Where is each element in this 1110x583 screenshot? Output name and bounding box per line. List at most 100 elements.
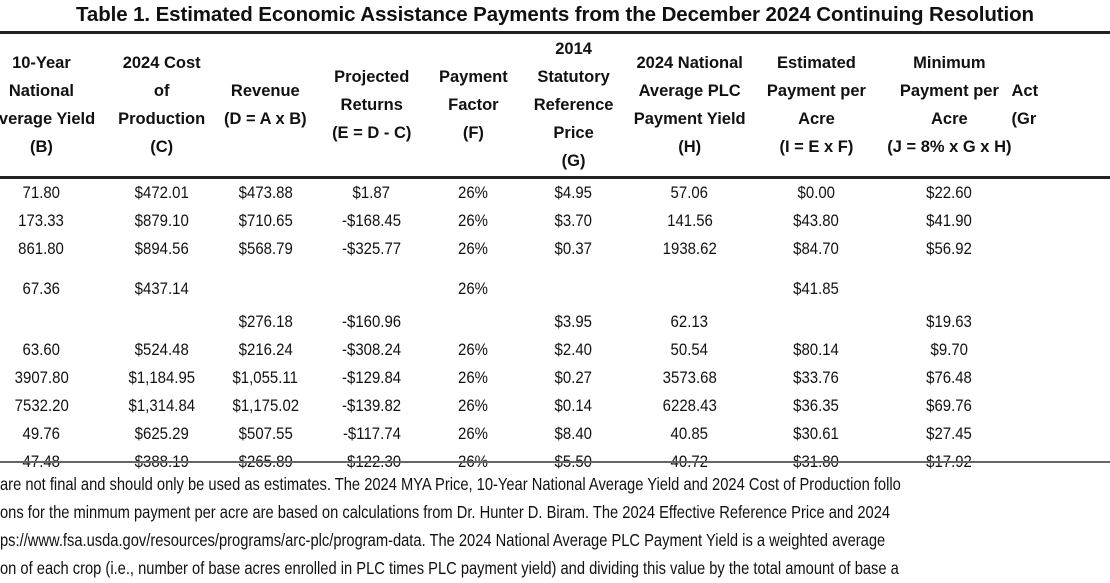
- cell-value: $33.76: [793, 368, 840, 387]
- cell-value: 26%: [458, 279, 489, 298]
- cell-value: $879.10: [134, 211, 189, 230]
- table-cell: 26%: [433, 235, 513, 263]
- table-cell: $894.56: [103, 235, 221, 263]
- column-header: 2024 National Average PLC Payment Yield (H): [634, 34, 746, 176]
- column-header: Estimated Payment per Acre (I = E x F): [746, 34, 888, 176]
- column-header-line: (D = A x B): [223, 110, 307, 128]
- column-header-line: (C): [150, 138, 174, 156]
- cell-value: 26%: [458, 396, 489, 415]
- table-cell: [1011, 263, 1090, 336]
- table-cell: $1,055.11: [221, 364, 311, 392]
- table-cell: $27.45: [887, 420, 1011, 448]
- table-cell: -$325.77: [310, 235, 433, 263]
- cell-value: 57.06: [670, 183, 709, 202]
- table-cell: 3573.68: [634, 364, 746, 392]
- table-cell: -$139.82: [310, 392, 433, 420]
- cell-value: $0.37: [554, 239, 593, 258]
- cell-value: -$160.96: [342, 312, 402, 331]
- cell-value: $472.01: [134, 183, 189, 202]
- column-header: Minimum Payment per Acre (J = 8% x G x H): [887, 34, 1011, 176]
- table-cell: 57.06: [634, 176, 746, 207]
- column-header-line: Factor: [448, 96, 499, 114]
- cell-value: $19.63: [926, 312, 973, 331]
- cell-value: $9.70: [930, 340, 969, 359]
- cell-value: $22.60: [926, 183, 973, 202]
- table-cell: $0.14: [513, 392, 633, 420]
- table-cell: 40.85: [634, 420, 746, 448]
- table-cell: 26%: [433, 420, 513, 448]
- table-row: 63.60 $524.48 $216.24 -$308.24 26% $2.40 50.54…: [0, 336, 1090, 364]
- column-header-line: Statutory: [537, 68, 610, 86]
- column-header: Payment Factor (F): [433, 34, 513, 176]
- table-cell: $69.76: [887, 392, 1011, 420]
- cell-value: $437.14: [134, 279, 189, 298]
- table-cell: $33.76: [746, 364, 888, 392]
- table-cell: -$117.74: [310, 420, 433, 448]
- column-header: Revenue (D = A x B): [221, 34, 311, 176]
- table-cell: $41.90: [887, 207, 1011, 235]
- table-cell: 1938.62: [634, 235, 746, 263]
- table-cell: $1.87: [310, 176, 433, 207]
- cell-value: $1,184.95: [128, 368, 195, 387]
- table-cell: -$129.84: [310, 364, 433, 392]
- cell-value: $30.61: [793, 424, 840, 443]
- column-header-line: Estimated: [776, 54, 856, 72]
- table-cell: $3.70: [513, 207, 633, 235]
- cell-value: 26%: [458, 368, 489, 387]
- title-rule: [0, 31, 1110, 34]
- column-header-line: (H): [678, 138, 702, 156]
- column-header: Act (Gr: [1011, 34, 1090, 176]
- column-header-line: National: [8, 82, 74, 100]
- column-header-line: of: [153, 82, 170, 100]
- table-cell: $524.48: [103, 336, 221, 364]
- table-cell: 67.36: [0, 263, 103, 336]
- cell-value: 26%: [458, 183, 489, 202]
- column-header-line: (Gr: [1011, 110, 1037, 128]
- table-bottom-rule: [0, 461, 1110, 463]
- cell-value: $894.56: [134, 239, 189, 258]
- cell-value: 141.56: [666, 211, 713, 230]
- column-header-line: Payment Yield: [633, 110, 746, 128]
- table-cell: $437.14: [103, 263, 221, 336]
- note-line: are not final and should only be used as…: [0, 474, 901, 494]
- table-cell: 26%: [433, 176, 513, 207]
- cell-value: 173.33: [18, 211, 65, 230]
- cell-value: 26%: [458, 211, 489, 230]
- cell-value: 50.54: [670, 340, 709, 359]
- cell-value: $76.48: [926, 368, 973, 387]
- table-cell: 861.80: [0, 235, 103, 263]
- table-row: 3907.80 $1,184.95 $1,055.11 -$129.84 26% $0.2…: [0, 364, 1090, 392]
- cell-value: 7532.20: [14, 396, 69, 415]
- cell-value: 71.80: [22, 183, 61, 202]
- cell-value: -$117.74: [342, 424, 401, 443]
- cell-value: -$129.84: [342, 368, 402, 387]
- table-cell: 26%: [433, 364, 513, 392]
- table-cell: $80.14: [746, 336, 888, 364]
- cell-value: $56.92: [926, 239, 973, 258]
- column-header-line: 2024 National: [636, 54, 743, 72]
- cell-value: 26%: [458, 239, 489, 258]
- table-cell: 6228.43: [634, 392, 746, 420]
- cell-value: 63.60: [22, 340, 61, 359]
- cell-value: $43.80: [793, 211, 840, 230]
- table-row: 49.76 $625.29 $507.55 -$117.74 26% $8.40 40.85…: [0, 420, 1090, 448]
- table-cell: $472.01: [103, 176, 221, 207]
- cell-value: $3.95: [554, 312, 593, 331]
- table-cell: $22.60: [887, 176, 1011, 207]
- column-header-line: Acre: [798, 110, 835, 128]
- column-header-line: (I = E x F): [779, 138, 854, 156]
- cell-value: $216.24: [238, 340, 293, 359]
- column-header-line: Minimum: [913, 54, 986, 72]
- table-cell: [1011, 176, 1090, 207]
- note-line: ps://www.fsa.usda.gov/resources/programs…: [0, 530, 886, 550]
- table-cell: [1011, 364, 1090, 392]
- table-cell: [1011, 235, 1090, 263]
- column-header-line: Revenue: [230, 82, 300, 100]
- table-cell: $0.37: [513, 235, 633, 263]
- column-header-line: Acre: [931, 110, 968, 128]
- cell-value: 62.13: [670, 312, 709, 331]
- cell-value: 6228.43: [662, 396, 717, 415]
- table-cell: $56.92: [887, 235, 1011, 263]
- cell-value: 1938.62: [662, 239, 717, 258]
- cell-value: -$308.24: [342, 340, 402, 359]
